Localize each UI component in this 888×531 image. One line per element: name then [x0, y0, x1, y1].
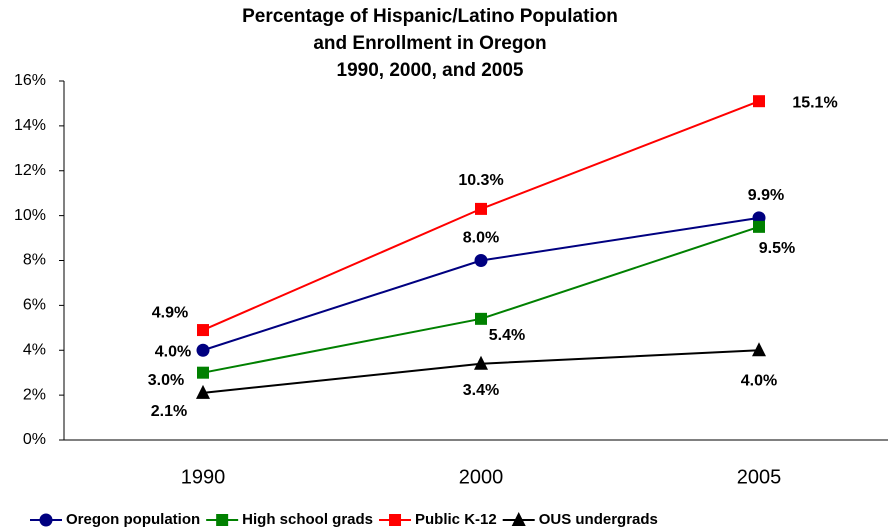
y-tick-label: 8%: [23, 252, 46, 269]
x-tick-label: 1990: [181, 466, 226, 488]
x-tick-label: 2000: [459, 466, 504, 488]
data-label: 5.4%: [489, 327, 525, 344]
chart-title: Percentage of Hispanic/Latino Population: [242, 6, 618, 27]
y-tick-label: 14%: [14, 117, 46, 134]
legend-marker: [216, 514, 229, 526]
legend-label: Public K-12: [415, 511, 497, 528]
y-tick-label: 0%: [23, 431, 46, 448]
data-label: 4.0%: [741, 372, 777, 389]
series-line: [202, 225, 760, 374]
y-tick-label: 12%: [14, 162, 46, 179]
legend-label: OUS undergrads: [539, 511, 658, 528]
y-tick-label: 16%: [14, 72, 46, 89]
data-label: 4.0%: [155, 343, 191, 360]
legend-marker: [511, 512, 526, 526]
marker: [753, 220, 765, 233]
x-tick-label: 2005: [737, 466, 782, 488]
data-label: 8.0%: [463, 230, 499, 247]
data-label: 4.9%: [152, 304, 188, 321]
data-label: 10.3%: [458, 172, 503, 189]
data-label: 3.4%: [463, 382, 499, 399]
series-line: [202, 100, 760, 331]
marker: [475, 312, 487, 325]
marker: [753, 95, 765, 108]
chart-title: 1990, 2000, and 2005: [337, 60, 524, 81]
chart-title: and Enrollment in Oregon: [313, 33, 546, 54]
y-tick-label: 4%: [23, 341, 46, 358]
y-tick-label: 10%: [14, 207, 46, 224]
legend-marker: [389, 514, 402, 526]
marker: [474, 355, 488, 370]
data-label: 3.0%: [148, 372, 184, 389]
y-tick-label: 2%: [23, 386, 46, 403]
marker: [474, 254, 488, 267]
data-label: 9.9%: [748, 187, 784, 204]
marker: [475, 202, 487, 215]
legend-label: High school grads: [242, 511, 373, 528]
y-tick-label: 6%: [23, 297, 46, 314]
data-label: 9.5%: [759, 240, 795, 257]
legend-label: Oregon population: [66, 511, 200, 528]
marker: [196, 384, 210, 399]
marker: [196, 343, 210, 357]
data-label: 2.1%: [151, 403, 187, 420]
marker: [752, 342, 766, 357]
marker: [197, 366, 209, 379]
data-label: 15.1%: [792, 94, 837, 111]
legend-marker: [39, 513, 53, 527]
marker: [197, 324, 209, 337]
